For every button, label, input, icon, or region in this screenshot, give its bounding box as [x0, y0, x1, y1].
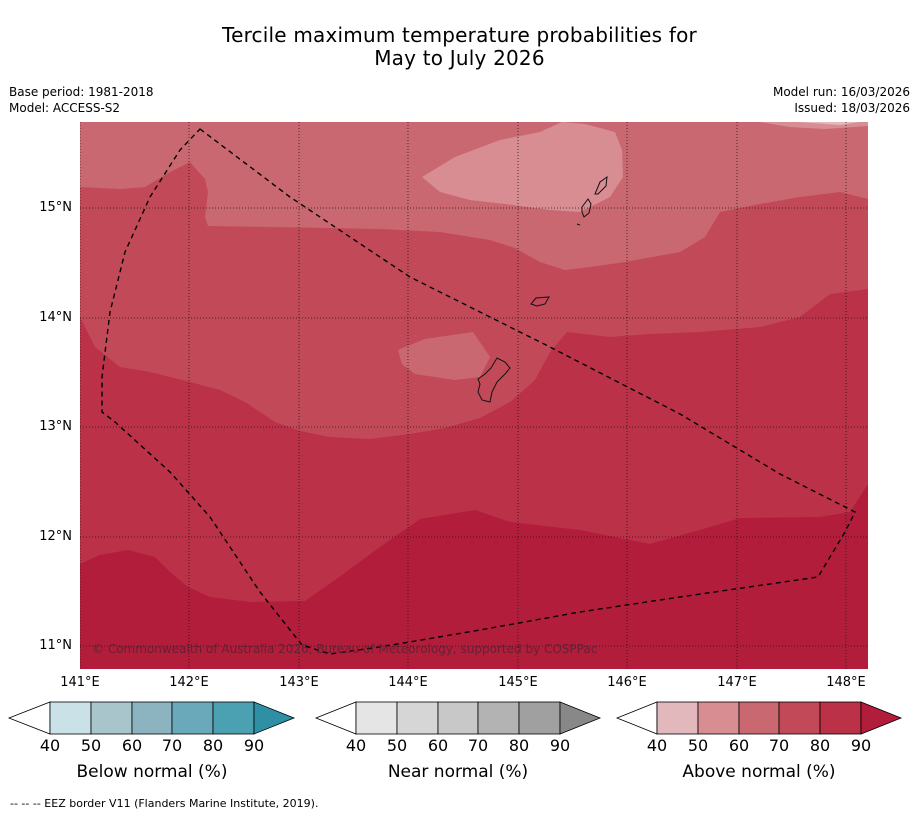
near-tick-50: 50	[386, 736, 408, 755]
below-tick-70: 70	[161, 736, 183, 755]
lon-label-143e: 143°E	[279, 675, 319, 690]
below-tick-80: 80	[202, 736, 224, 755]
colorbar-below	[7, 701, 296, 735]
lon-label-144e: 144°E	[388, 675, 428, 690]
island-tinian	[581, 198, 592, 218]
colorbar-near-seg-3	[477, 701, 520, 735]
colorbar-below-under	[7, 701, 51, 735]
chart-title-line-1: Tercile maximum temperature probabilitie…	[222, 23, 697, 47]
colorbar-near-seg-2	[437, 701, 479, 735]
model-run: Model run: 16/03/2026	[772, 85, 910, 99]
colorbar-near-seg-1	[396, 701, 439, 735]
model-name: Model: ACCESS-S2	[9, 101, 121, 115]
lon-label-145e: 145°E	[498, 675, 538, 690]
colorbar-above-over	[860, 701, 903, 735]
colorbar-near-under	[314, 701, 357, 735]
near-tick-80: 80	[508, 736, 530, 755]
lon-label-142e: 142°E	[169, 675, 209, 690]
below-normal-title: Below normal (%)	[76, 762, 228, 782]
near-tick-90: 90	[549, 736, 571, 755]
near-tick-60: 60	[427, 736, 449, 755]
near-normal-title: Near normal (%)	[387, 762, 529, 782]
above-tick-80: 80	[809, 736, 831, 755]
lon-label-148e: 148°E	[826, 675, 866, 690]
lat-label-12n: 12°N	[39, 529, 72, 544]
lat-label-15n: 15°N	[39, 200, 72, 215]
colorbar-above-seg-0	[656, 701, 699, 735]
above-tick-40: 40	[646, 736, 668, 755]
left-meta: Base period: 1981-2018 Model: ACCESS-S2	[9, 84, 154, 116]
probability-map: © Commonwealth of Australia 2026, Bureau…	[80, 122, 868, 669]
chart-title-line-2: May to July 2026	[374, 46, 545, 70]
above-tick-70: 70	[768, 736, 790, 755]
colorbar-above-under	[615, 701, 658, 735]
island-saipan	[594, 175, 608, 195]
lon-label-141e: 141°E	[60, 675, 100, 690]
lon-label-147e: 147°E	[717, 675, 757, 690]
colorbar-below-seg-1	[90, 701, 133, 735]
colorbar-above-seg-1	[697, 701, 740, 735]
island-aguijan	[576, 223, 581, 226]
colorbar-above	[615, 701, 903, 735]
issued-date: Issued: 18/03/2026	[794, 101, 910, 115]
near-tick-40: 40	[345, 736, 367, 755]
above-tick-60: 60	[728, 736, 750, 755]
zone-above-40	[798, 122, 860, 125]
colorbar-below-seg-2	[131, 701, 173, 735]
lat-label-13n: 13°N	[39, 419, 72, 434]
below-tick-90: 90	[243, 736, 265, 755]
copyright-text: © Commonwealth of Australia 2026, Bureau…	[92, 642, 597, 656]
colorbar-below-seg-0	[49, 701, 92, 735]
base-period: Base period: 1981-2018	[9, 85, 154, 99]
colorbar-below-seg-4	[212, 701, 255, 735]
colorbar-above-seg-2	[738, 701, 780, 735]
above-tick-90: 90	[850, 736, 872, 755]
eez-border	[101, 128, 856, 655]
zone-above-70-patch	[172, 304, 254, 315]
above-normal-title: Above normal (%)	[682, 762, 836, 782]
island-rota	[530, 296, 550, 307]
right-meta: Model run: 16/03/2026 Issued: 18/03/2026	[773, 84, 910, 116]
colorbar-below-over	[253, 701, 296, 735]
above-tick-50: 50	[687, 736, 709, 755]
zone-above-60-patch	[398, 332, 490, 380]
colorbar-near	[314, 701, 602, 735]
lat-label-11n: 11°N	[39, 638, 72, 653]
colorbar-above-seg-4	[819, 701, 862, 735]
colorbar-near-seg-0	[355, 701, 398, 735]
graticule	[80, 122, 868, 669]
lat-label-14n: 14°N	[39, 310, 72, 325]
eez-footnote: -- -- -- EEZ border V11 (Flanders Marine…	[10, 797, 319, 810]
colorbar-below-seg-3	[171, 701, 214, 735]
lon-label-146e: 146°E	[607, 675, 647, 690]
island-guam	[477, 357, 511, 403]
zone-above-50	[422, 122, 623, 212]
colorbar-above-seg-3	[778, 701, 821, 735]
below-tick-50: 50	[80, 736, 102, 755]
near-tick-70: 70	[467, 736, 489, 755]
below-tick-40: 40	[39, 736, 61, 755]
below-tick-60: 60	[121, 736, 143, 755]
islands	[477, 175, 608, 403]
colorbar-near-seg-4	[518, 701, 561, 735]
colorbar-near-over	[559, 701, 602, 735]
